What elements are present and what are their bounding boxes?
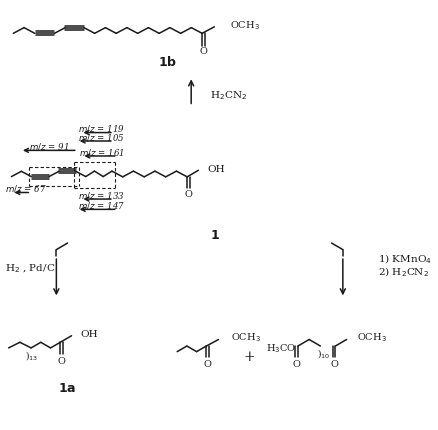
Text: $m/z$ = 91: $m/z$ = 91 <box>29 141 69 152</box>
Text: H$_3$CO: H$_3$CO <box>265 342 296 354</box>
Text: $m/z$ = 133: $m/z$ = 133 <box>78 190 124 200</box>
Text: )$_{13}$: )$_{13}$ <box>25 348 39 361</box>
Text: OCH$_3$: OCH$_3$ <box>230 19 259 32</box>
Text: H$_2$CN$_2$: H$_2$CN$_2$ <box>209 89 247 101</box>
Text: $m/z$ = 161: $m/z$ = 161 <box>78 147 124 157</box>
Text: $\mathbf{1b}$: $\mathbf{1b}$ <box>158 55 177 69</box>
Text: O: O <box>203 359 211 369</box>
Text: $m/z$ = 119: $m/z$ = 119 <box>78 123 124 134</box>
Text: $m/z$ = 147: $m/z$ = 147 <box>78 200 124 211</box>
Text: OCH$_3$: OCH$_3$ <box>230 331 260 343</box>
Text: O: O <box>58 356 65 365</box>
Text: OH: OH <box>207 165 225 174</box>
Text: $m/z$ = 105: $m/z$ = 105 <box>78 132 124 142</box>
Text: 1) KMnO$_4$: 1) KMnO$_4$ <box>378 252 431 265</box>
Text: O: O <box>329 359 337 369</box>
Text: 2) H$_2$CN$_2$: 2) H$_2$CN$_2$ <box>378 265 428 278</box>
Text: OCH$_3$: OCH$_3$ <box>356 331 386 343</box>
Text: $\mathbf{1}$: $\mathbf{1}$ <box>209 229 219 242</box>
Text: )$_{10}$: )$_{10}$ <box>316 346 329 359</box>
Text: $\mathbf{1a}$: $\mathbf{1a}$ <box>58 381 77 394</box>
Text: OH: OH <box>81 330 98 338</box>
Text: H$_2$ , Pd/C: H$_2$ , Pd/C <box>5 261 55 274</box>
Text: O: O <box>184 190 192 199</box>
Text: +: + <box>243 350 254 363</box>
Text: O: O <box>199 46 207 55</box>
Text: O: O <box>292 359 300 369</box>
Text: $m/z$ = 67: $m/z$ = 67 <box>5 183 47 194</box>
